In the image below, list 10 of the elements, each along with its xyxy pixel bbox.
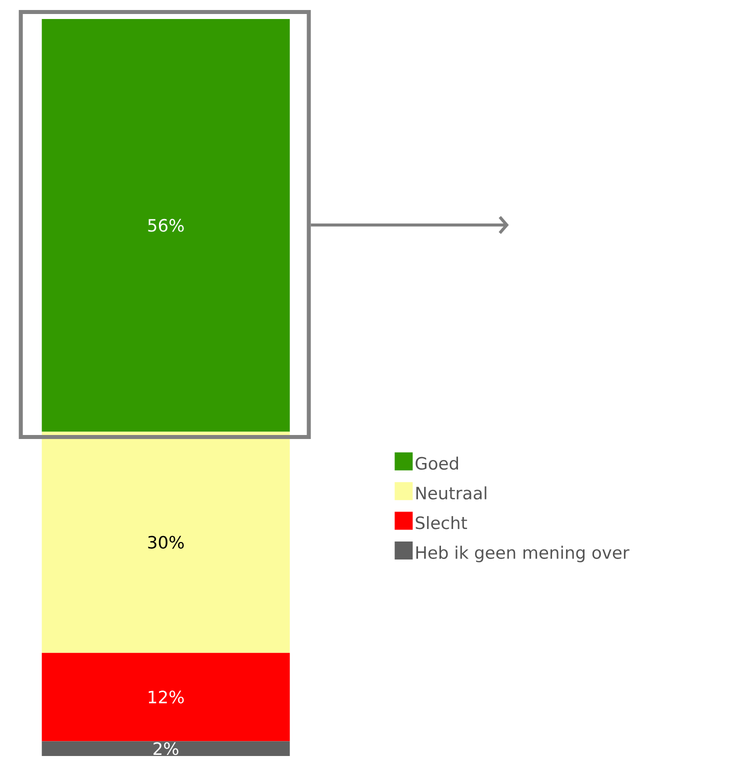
bar [42, 652, 290, 742]
bar [42, 741, 290, 756]
legend-label: Neutraal [416, 486, 486, 500]
data-label: 56% [148, 218, 184, 232]
data-label: 2% [154, 742, 178, 756]
legend-label: Heb ik geen mening over [416, 546, 630, 562]
legend-label: Goed [416, 456, 458, 470]
legend-label: Slecht [416, 516, 468, 530]
data-label: 30% [148, 536, 184, 549]
data-label: 12% [148, 690, 184, 704]
